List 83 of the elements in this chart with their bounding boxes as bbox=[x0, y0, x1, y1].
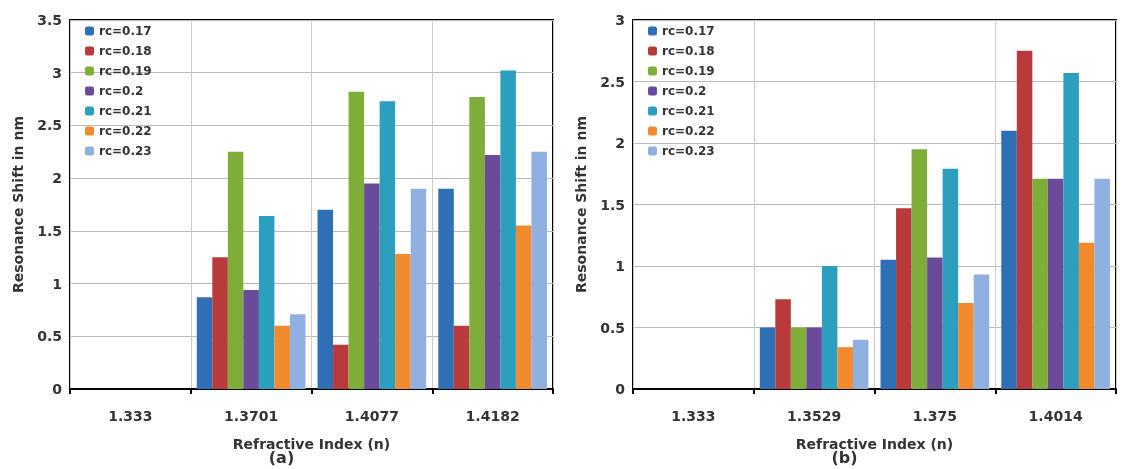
bar bbox=[410, 188, 427, 389]
bar bbox=[196, 297, 213, 389]
y-axis-title: Resonance Shift in nm bbox=[573, 116, 589, 293]
bar bbox=[438, 188, 454, 389]
x-tick-label: 1.333 bbox=[671, 408, 716, 424]
bar bbox=[258, 216, 275, 389]
bar bbox=[484, 154, 501, 389]
bar bbox=[469, 96, 485, 389]
bar bbox=[348, 91, 365, 389]
y-tick-label: 0 bbox=[615, 381, 626, 397]
legend-label: rc=0.18 bbox=[99, 44, 152, 58]
x-tick-label: 1.3701 bbox=[224, 408, 279, 424]
legend-label: rc=0.23 bbox=[662, 144, 715, 158]
y-tick-label: 2 bbox=[615, 135, 625, 151]
bar bbox=[531, 151, 547, 389]
x-tick-label: 1.4182 bbox=[465, 408, 520, 424]
bar bbox=[289, 314, 306, 389]
bar bbox=[958, 302, 974, 389]
y-tick-label: 3 bbox=[52, 64, 62, 81]
legend-label: rc=0.21 bbox=[99, 104, 152, 118]
legend-label: rc=0.22 bbox=[99, 124, 152, 138]
bar bbox=[837, 347, 853, 389]
legend-label: rc=0.23 bbox=[99, 144, 152, 158]
bar bbox=[1016, 50, 1033, 389]
y-tick-label: 2 bbox=[52, 170, 62, 187]
bar bbox=[821, 266, 838, 389]
bar bbox=[515, 225, 532, 389]
x-axis-title: Refractive Index (n) bbox=[232, 436, 391, 452]
bar bbox=[852, 339, 869, 389]
x-tick-label: 1.4077 bbox=[344, 408, 399, 424]
bar bbox=[942, 168, 959, 389]
bar bbox=[759, 327, 776, 389]
bar bbox=[227, 151, 244, 389]
x-tick-label: 1.4014 bbox=[1028, 408, 1083, 424]
bar bbox=[1047, 178, 1064, 389]
bar bbox=[379, 101, 396, 389]
legend-label: rc=0.17 bbox=[99, 24, 152, 38]
x-tick-label: 1.375 bbox=[912, 408, 958, 424]
y-tick-label: 0 bbox=[52, 381, 63, 397]
y-tick-label: 3.5 bbox=[37, 12, 62, 28]
bar bbox=[880, 259, 897, 389]
legend-label: rc=0.17 bbox=[662, 24, 715, 38]
bar bbox=[927, 257, 943, 389]
bar bbox=[896, 208, 912, 389]
y-tick-label: 1.5 bbox=[37, 222, 62, 239]
bar bbox=[806, 327, 822, 389]
legend-label: rc=0.21 bbox=[662, 104, 715, 118]
bar bbox=[333, 344, 349, 389]
y-axis-title: Resonance Shift in nm bbox=[10, 116, 26, 293]
bar bbox=[243, 289, 259, 389]
bar bbox=[395, 254, 411, 389]
bar bbox=[1063, 72, 1079, 389]
bar bbox=[317, 209, 334, 389]
y-tick-label: 1 bbox=[52, 275, 62, 292]
bar bbox=[1001, 130, 1017, 389]
legend-label: rc=0.22 bbox=[662, 124, 715, 138]
x-axis-title: Refractive Index (n) bbox=[795, 436, 954, 452]
x-tick-label: 1.333 bbox=[108, 408, 153, 424]
legend-label: rc=0.19 bbox=[99, 64, 152, 78]
y-tick-label: 1.5 bbox=[600, 196, 625, 213]
bar bbox=[364, 183, 380, 389]
legend-label: rc=0.18 bbox=[662, 44, 715, 58]
bar bbox=[1078, 242, 1095, 389]
y-tick-label: 2.5 bbox=[600, 73, 625, 90]
bar bbox=[775, 299, 791, 389]
bar bbox=[500, 70, 516, 389]
bar bbox=[790, 327, 807, 389]
legend-label: rc=0.2 bbox=[662, 84, 707, 98]
legend-label: rc=0.19 bbox=[662, 64, 715, 78]
bar bbox=[1094, 178, 1110, 389]
bar bbox=[212, 257, 228, 389]
bar bbox=[453, 325, 470, 389]
bar bbox=[1032, 178, 1048, 389]
y-tick-label: 3 bbox=[615, 12, 625, 28]
legend-label: rc=0.2 bbox=[99, 84, 144, 98]
bar bbox=[274, 325, 290, 389]
bar bbox=[911, 149, 928, 389]
x-tick-label: 1.3529 bbox=[787, 408, 842, 424]
y-tick-label: 0.5 bbox=[37, 328, 62, 345]
bar bbox=[973, 274, 990, 389]
y-tick-label: 1 bbox=[615, 258, 625, 274]
y-tick-label: 2.5 bbox=[37, 117, 62, 134]
y-tick-label: 0.5 bbox=[600, 319, 625, 336]
